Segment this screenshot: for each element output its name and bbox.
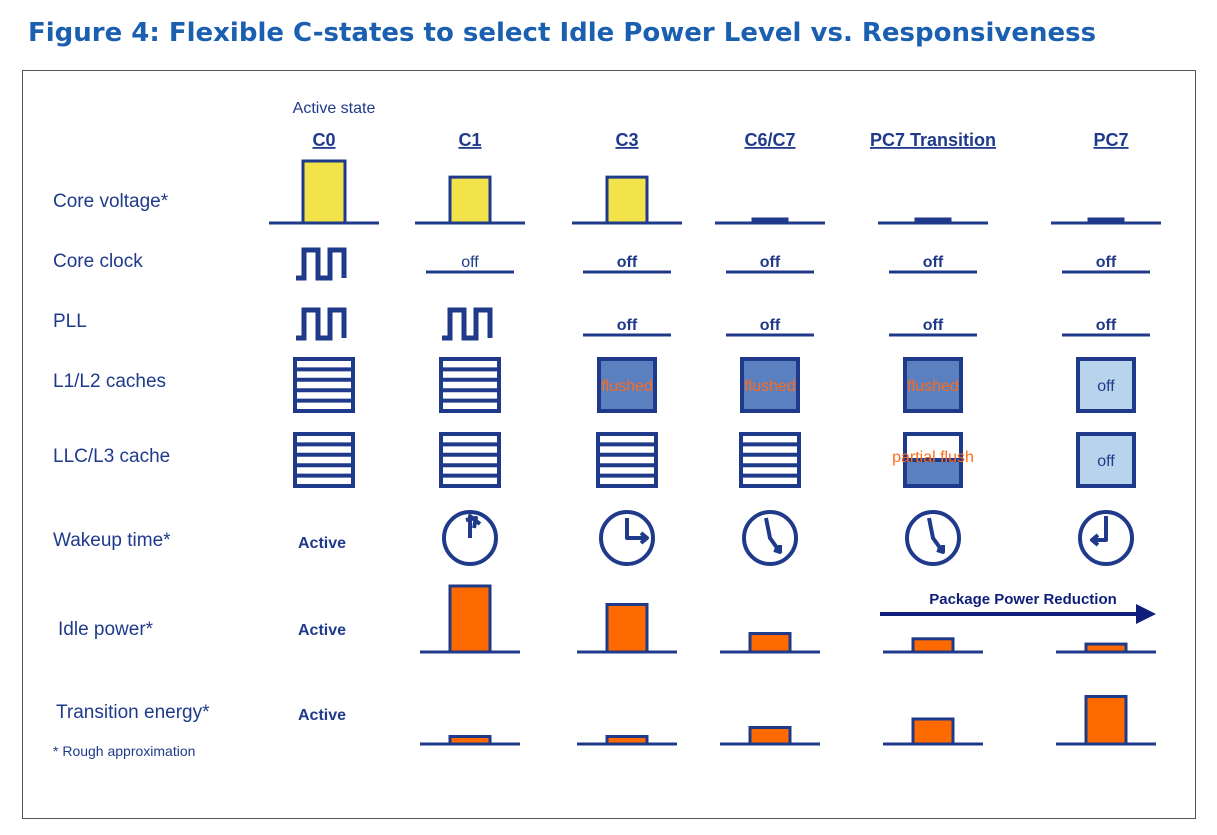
pll-off-2: off: [617, 317, 638, 334]
idle-power-bar-5: [1084, 642, 1128, 654]
l1l2-flushed-2-label: flushed: [601, 378, 653, 395]
row-label-idle-power-: Idle power*: [58, 619, 154, 640]
wakeup-clock-icon-4-hands: [927, 517, 945, 554]
row-label-l1-l2-caches: L1/L2 caches: [53, 371, 166, 392]
row-label-llc-l3-cache: LLC/L3 cache: [53, 446, 170, 467]
l1l2-flushed-2-box: [597, 357, 657, 413]
l1l2-off-5-label: off: [1097, 378, 1115, 395]
wakeup-clock-icon-3: [742, 510, 798, 566]
transition-energy-active: Active: [298, 707, 346, 724]
core-voltage-pulse-2: [605, 175, 649, 225]
wakeup-clock-icon-5: [1078, 510, 1134, 566]
pll-off-5: off: [1096, 317, 1117, 334]
column-header-pc7-transition: PC7 Transition: [870, 130, 996, 150]
core-voltage-pulse-1: [448, 175, 492, 225]
transition-energy-bar-3: [748, 726, 792, 746]
footnote: * Rough approximation: [53, 743, 195, 759]
l1l2-cache-1-box: [439, 357, 501, 413]
pll-wave-0: [296, 307, 347, 341]
transition-energy-bar-1: [448, 735, 492, 746]
llc-cache-2: [596, 432, 658, 488]
l1l2-cache-1: [439, 357, 501, 413]
l1l2-cache-0-box: [293, 357, 355, 413]
llc-off-5-box: [1076, 432, 1136, 488]
core-clock-off-1: off: [461, 254, 479, 271]
active-state-caption: Active state: [293, 100, 376, 117]
llc-partial-flush-label: partial flush: [892, 449, 974, 466]
package-power-arrow-head: [1136, 604, 1156, 624]
transition-energy-bar-2-bar: [605, 735, 649, 746]
llc-cache-0: [293, 432, 355, 488]
pll-wave-1: [442, 307, 493, 341]
wakeup-active: Active: [298, 535, 346, 552]
transition-energy-bar-2: [605, 735, 649, 746]
transition-energy-bar-3-bar: [748, 726, 792, 746]
idle-power-bar-4-bar: [911, 637, 955, 654]
transition-energy-bar-4-bar: [911, 717, 955, 746]
row-label-core-voltage-: Core voltage*: [53, 191, 169, 212]
llc-cache-2-box: [596, 432, 658, 488]
llc-cache-3-box: [739, 432, 801, 488]
column-header-pc7: PC7: [1093, 130, 1128, 150]
llc-cache-3: [739, 432, 801, 488]
column-header-c3: C3: [615, 130, 638, 150]
column-header-c6-c7: C6/C7: [744, 130, 795, 150]
row-label-transition-energy-: Transition energy*: [56, 702, 210, 723]
transition-energy-bar-1-bar: [448, 735, 492, 746]
wakeup-clock-icon-1: [442, 510, 498, 566]
transition-energy-bar-5: [1084, 695, 1128, 746]
idle-power-bar-1: [448, 584, 492, 654]
core-voltage-pulse-0-bar: [301, 159, 347, 225]
core-voltage-bump-5: [1087, 217, 1125, 224]
idle-power-bar-2: [605, 602, 649, 654]
wakeup-clock-icon-3-hands: [764, 517, 782, 554]
column-header-c1: C1: [458, 130, 481, 150]
llc-cache-1-box: [439, 432, 501, 488]
l1l2-flushed-4-label: flushed: [907, 378, 959, 395]
row-label-pll: PLL: [53, 311, 87, 332]
core-voltage-bump-3: [751, 217, 789, 224]
core-voltage-pulse-1-bar: [448, 175, 492, 225]
wakeup-clock-icon-2: [599, 510, 655, 566]
core-clock-wave-0: [296, 247, 347, 281]
llc-cache-0-box: [293, 432, 355, 488]
core-clock-off-2: off: [617, 254, 638, 271]
column-header-c0: C0: [312, 130, 335, 150]
idle-power-bar-2-bar: [605, 602, 649, 654]
core-clock-off-3: off: [760, 254, 781, 271]
idle-power-bar-4: [911, 637, 955, 654]
transition-energy-bar-4: [911, 717, 955, 746]
core-voltage-pulse-0: [301, 159, 347, 225]
core-clock-off-4: off: [923, 254, 944, 271]
wakeup-clock-icon-5-hands: [1090, 516, 1108, 547]
row-label-wakeup-time-: Wakeup time*: [53, 530, 171, 551]
idle-power-bar-5-bar: [1084, 642, 1128, 654]
llc-off-5-label: off: [1097, 453, 1115, 470]
llc-cache-1: [439, 432, 501, 488]
l1l2-flushed-3-box: [740, 357, 800, 413]
idle-power-active: Active: [298, 622, 346, 639]
figure-title: Figure 4: Flexible C-states to select Id…: [28, 18, 1097, 48]
transition-energy-bar-5-bar: [1084, 695, 1128, 746]
idle-power-bar-3: [748, 632, 792, 654]
core-voltage-pulse-2-bar: [605, 175, 649, 225]
pll-off-4: off: [923, 317, 944, 334]
wakeup-clock-icon-2-hands: [625, 518, 649, 545]
l1l2-flushed-3-label: flushed: [744, 378, 796, 395]
l1l2-flushed-4-box: [903, 357, 963, 413]
core-clock-off-5: off: [1096, 254, 1117, 271]
pll-off-3: off: [760, 317, 781, 334]
idle-power-bar-1-bar: [448, 584, 492, 654]
idle-power-bar-3-bar: [748, 632, 792, 654]
core-voltage-bump-4: [914, 217, 952, 224]
wakeup-clock-icon-1-hands: [465, 514, 482, 538]
l1l2-off-5-box: [1076, 357, 1136, 413]
figure-frame: [22, 70, 1196, 819]
wakeup-clock-icon-4: [905, 510, 961, 566]
l1l2-cache-0: [293, 357, 355, 413]
row-label-core-clock: Core clock: [53, 251, 143, 272]
package-power-reduction-label: Package Power Reduction: [929, 591, 1117, 608]
llc-partial-flushed-half: [903, 458, 963, 488]
